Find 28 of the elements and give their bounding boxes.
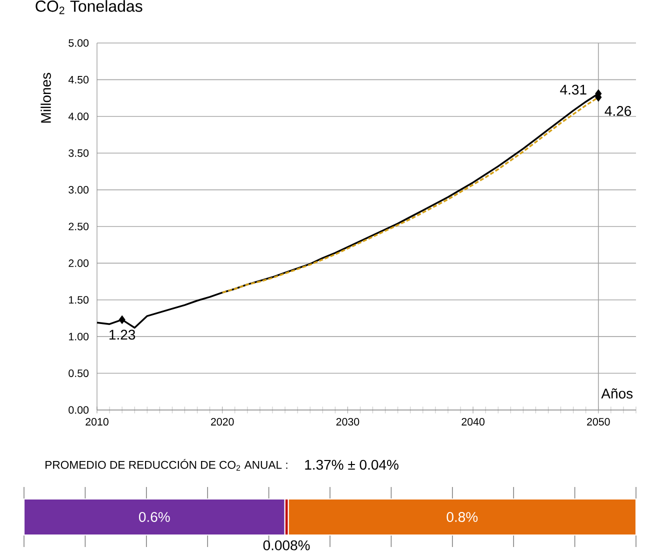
x-tick-label: 2030 [336,418,360,426]
chart-title: CO$_{2}$ Toneladas [36,0,142,14]
y-axis-title: Millones [40,72,51,123]
y-tick-label: 4.50 [68,76,89,84]
x-tick-label: 2010 [86,418,108,426]
point [118,315,126,324]
chart-subtitle: 1.37% ± 0.04% [305,460,398,470]
data-label: 0.8% [446,512,478,522]
y-tick-label: 0.00 [68,406,89,414]
data-label: 4.26 [604,106,632,116]
data-label: 4.31 [560,84,586,95]
y-tick-label: 1.50 [69,296,89,304]
y-tick-label: 2.00 [68,259,89,267]
y-tick-label: 4.00 [68,112,89,120]
y-tick-label: 3.50 [68,149,89,157]
data-label: 0.008% [263,540,310,550]
data-label: 1.23 [110,330,136,340]
x-tick-label: 2050 [587,418,610,426]
chart-title: PROMEDIO DE REDUCCIÓN DE CO$_{2}$ ANUAL : [46,458,288,471]
x-tick-label: 2020 [211,418,234,426]
x-tick-label: 2040 [462,418,484,426]
y-tick-label: 1.00 [69,332,89,340]
data-label: 0.6% [138,512,170,522]
y-tick-label: 3.00 [68,186,89,194]
y-tick-label: 2.50 [68,222,89,230]
y-tick-label: 5.00 [68,39,89,47]
x-axis-title: Años [601,388,633,399]
y-tick-label: 0.50 [68,370,89,378]
